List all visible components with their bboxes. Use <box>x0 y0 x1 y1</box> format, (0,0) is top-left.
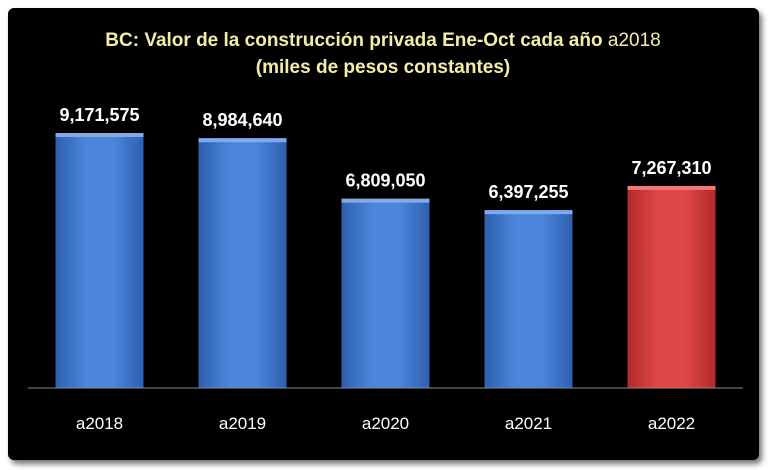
x-tick-labels: a2018 a2019 a2020 a2021 a2022 <box>76 414 695 433</box>
bar-top-edge-a2018 <box>55 133 144 137</box>
value-label-a2020: 6,809,050 <box>345 171 425 191</box>
x-tick-a2022: a2022 <box>648 414 695 433</box>
x-tick-a2019: a2019 <box>219 414 266 433</box>
bar-a2018 <box>55 133 144 388</box>
x-tick-a2021: a2021 <box>505 414 552 433</box>
bar-a2019 <box>198 138 287 388</box>
bar-top-edge-a2020 <box>341 198 430 203</box>
x-tick-a2018: a2018 <box>76 414 123 433</box>
bar-a2021 <box>484 210 573 388</box>
value-labels-layer: 9,171,575 8,984,640 6,809,050 6,397,255 7,26… <box>59 105 711 202</box>
value-label-a2018: 9,171,575 <box>59 105 139 125</box>
bar-top-edge-a2019 <box>198 138 287 143</box>
value-label-a2022: 7,267,310 <box>631 158 711 178</box>
bar-top-edge-a2021 <box>484 210 573 215</box>
bars-layer <box>55 133 716 388</box>
value-label-a2021: 6,397,255 <box>488 182 568 202</box>
value-label-a2019: 8,984,640 <box>202 110 282 130</box>
chart-title-line2: (miles de pesos constantes) <box>256 57 510 78</box>
chart-title-suffix: a2018 <box>608 30 661 51</box>
chart-title-main: BC: Valor de la construcción privada Ene… <box>105 30 602 51</box>
x-tick-a2020: a2020 <box>362 414 409 433</box>
bar-top-edge-a2022 <box>627 185 716 190</box>
bar-chart: BC: Valor de la construcción privada Ene… <box>28 30 743 433</box>
chart-title-line1: BC: Valor de la construcción privada Ene… <box>105 30 660 51</box>
chart-frame: BC: Valor de la construcción privada Ene… <box>8 8 759 460</box>
bar-a2020 <box>341 198 430 388</box>
bar-a2022 <box>627 185 716 388</box>
